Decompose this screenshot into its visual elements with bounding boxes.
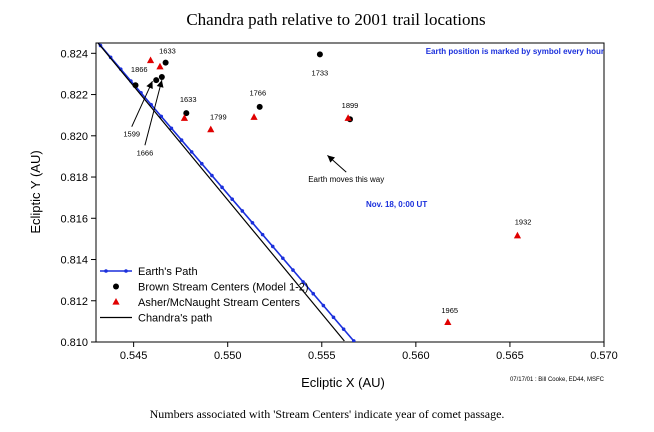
earth-hour-marker: [240, 209, 245, 213]
brown-stream-center-point: [316, 51, 323, 58]
earth-hour-marker: [331, 315, 336, 320]
earth-hour-marker: [260, 232, 265, 237]
earth-hour-marker: [321, 303, 326, 308]
year-label: 1799: [210, 112, 227, 121]
annotation-arrow-line: [144, 79, 163, 146]
y-tick-label: 0.810: [60, 337, 88, 349]
earth-hour-marker: [301, 280, 305, 284]
y-tick-label: 0.818: [60, 172, 88, 184]
earth-hour-marker: [311, 291, 316, 296]
earth-hour-marker: [220, 185, 224, 190]
plot-area: 0.545 0.550 0.555 0.560 0.565 0.570 0.810 0.812…: [60, 32, 618, 362]
year-label: 1932: [515, 218, 532, 227]
annotation-arrow-line: [131, 80, 153, 127]
earth-direction-label: Earth moves this way: [308, 175, 384, 184]
plot-frame: [95, 42, 605, 343]
earth-hour-marker: [351, 339, 356, 342]
y-tick-label: 0.812: [60, 296, 88, 308]
legend-entry-label: Earth's Path: [138, 266, 198, 278]
earth-hour-marker: [230, 197, 234, 201]
chandra-path-line: [97, 43, 345, 342]
legend-swatch-marker: [124, 269, 128, 273]
annotation-arrowhead: [327, 155, 335, 163]
annotation-arrowhead: [156, 80, 164, 88]
y-tick-label: 0.820: [60, 131, 88, 143]
legend-swatch: [112, 298, 120, 305]
asher-mcnaught-stream-center-point: [250, 113, 258, 120]
legend-swatch-marker: [104, 269, 108, 273]
asher-mcnaught-stream-center-point: [344, 114, 352, 121]
y-tick-label: 0.816: [60, 213, 88, 225]
brown-stream-center-point: [158, 74, 165, 81]
earth-hour-marker: [210, 173, 214, 178]
earth-hour-marker: [89, 32, 93, 36]
legend-entry-label: Brown Stream Centers (Model 1-2): [138, 282, 309, 294]
hourly-marker-note: Earth position is marked by symbol every…: [426, 47, 604, 56]
x-tick-label: 0.545: [120, 350, 148, 362]
earth-hour-marker: [179, 138, 184, 142]
year-label: 1733: [312, 69, 329, 78]
earth-hour-marker: [199, 161, 204, 166]
year-label: 1633: [159, 46, 176, 55]
brown-stream-center-point: [153, 77, 160, 84]
y-axis-label: Ecliptic Y (AU): [28, 150, 43, 233]
x-tick-label: 0.555: [308, 350, 336, 362]
asher-mcnaught-stream-center-point: [513, 231, 522, 239]
year-label: 1666: [137, 148, 154, 157]
x-tick-label: 0.565: [496, 350, 524, 362]
brown-stream-center-point: [162, 59, 169, 66]
year-label: 1866: [131, 65, 148, 74]
year-label: 1599: [123, 130, 140, 139]
year-label: 1899: [342, 101, 359, 110]
year-label: 1965: [441, 306, 458, 315]
asher-mcnaught-stream-center-point: [180, 114, 189, 121]
asher-mcnaught-stream-center-point: [444, 318, 452, 326]
earth-hour-marker: [291, 268, 295, 272]
asher-mcnaught-stream-center-point: [146, 56, 155, 64]
x-axis-label: Ecliptic X (AU): [301, 375, 385, 390]
plot-content: [89, 32, 522, 342]
credit-text: 07/17/01 : Bill Cooke, ED44, MSFC: [510, 377, 605, 383]
chart-title: Chandra path relative to 2001 trail loca…: [186, 10, 485, 29]
earth-hour-marker: [189, 150, 194, 154]
asher-mcnaught-stream-center-point: [207, 125, 215, 133]
legend-entry-label: Chandra's path: [138, 313, 212, 325]
brown-stream-center-point: [183, 110, 190, 117]
x-tick-label: 0.570: [590, 350, 618, 362]
brown-stream-center-point: [256, 103, 263, 110]
x-tick-label: 0.560: [402, 350, 430, 362]
date-note: Nov. 18, 0:00 UT: [366, 200, 427, 209]
figure-caption: Numbers associated with 'Stream Centers'…: [150, 407, 505, 421]
year-label: 1633: [180, 95, 197, 104]
y-tick-label: 0.824: [60, 48, 88, 60]
x-tick-label: 0.550: [214, 350, 242, 362]
earth-hour-marker: [250, 220, 255, 225]
earth-hour-marker: [159, 114, 164, 119]
asher-mcnaught-stream-center-point: [156, 62, 164, 70]
earth-hour-marker: [281, 256, 285, 261]
y-tick-label: 0.822: [60, 90, 88, 102]
earth-hour-marker: [270, 244, 275, 249]
legend-entry-label: Asher/McNaught Stream Centers: [138, 297, 301, 309]
y-tick-label: 0.814: [60, 255, 88, 267]
year-label: 1766: [249, 89, 266, 98]
earth-hour-marker: [169, 126, 174, 131]
earth-hour-marker: [341, 327, 346, 331]
legend-swatch: [113, 283, 119, 290]
annotation-arrowhead: [146, 81, 153, 89]
